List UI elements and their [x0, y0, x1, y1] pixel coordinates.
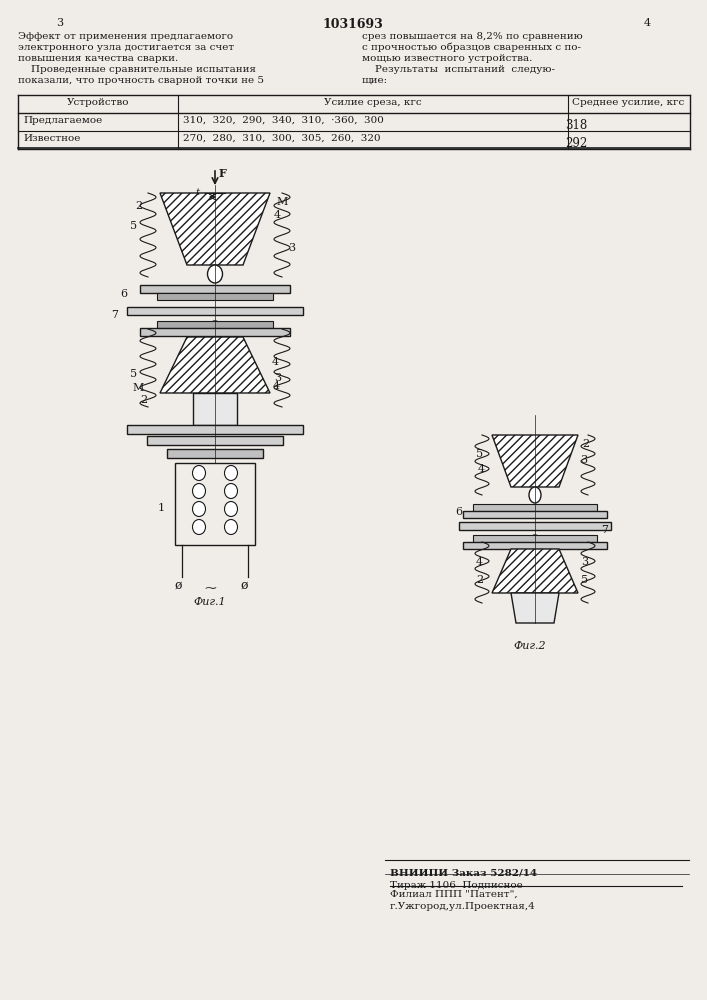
Text: t: t [195, 188, 199, 197]
Text: электронного узла достигается за счет: электронного узла достигается за счет [18, 43, 234, 52]
Text: 5: 5 [476, 449, 483, 459]
Text: 4: 4 [478, 464, 485, 474]
Text: Тираж 1106  Подписное: Тираж 1106 Подписное [390, 881, 522, 890]
Text: 5: 5 [130, 221, 137, 231]
Text: 3: 3 [274, 373, 281, 383]
Bar [140, 285, 290, 293]
Bar [175, 463, 255, 545]
Text: показали, что прочность сварной точки не 5: показали, что прочность сварной точки не… [18, 76, 264, 85]
Text: 4: 4 [643, 18, 650, 28]
Bar [127, 425, 303, 434]
Bar [157, 293, 273, 300]
Text: мощью известного устройства.: мощью известного устройства. [362, 54, 532, 63]
Text: 310,  320,  290,  340,  310,  ·360,  300: 310, 320, 290, 340, 310, ·360, 300 [183, 116, 384, 125]
Text: ø: ø [174, 579, 182, 592]
Text: 292: 292 [565, 137, 587, 150]
Bar [473, 535, 597, 542]
Text: 3: 3 [288, 243, 295, 253]
Text: Известное: Известное [23, 134, 81, 143]
Text: 2: 2 [135, 201, 142, 211]
Text: 4: 4 [274, 210, 281, 220]
Ellipse shape [192, 484, 206, 498]
Text: 270,  280,  310,  300,  305,  260,  320: 270, 280, 310, 300, 305, 260, 320 [183, 134, 380, 143]
Ellipse shape [192, 466, 206, 481]
Text: 3: 3 [580, 455, 587, 465]
Text: 2: 2 [582, 439, 589, 449]
Text: Эффект от применения предлагаемого: Эффект от применения предлагаемого [18, 32, 233, 41]
Text: M: M [132, 383, 144, 393]
Text: Результаты  испытаний  следую-: Результаты испытаний следую- [362, 65, 555, 74]
Polygon shape [492, 549, 578, 593]
Text: 4: 4 [476, 557, 483, 567]
Bar [463, 542, 607, 549]
Polygon shape [492, 435, 578, 487]
Bar [193, 393, 237, 425]
Text: 2: 2 [476, 575, 483, 585]
Text: 5: 5 [581, 575, 588, 585]
Bar [127, 307, 303, 315]
Bar [473, 504, 597, 511]
Ellipse shape [192, 520, 206, 534]
Polygon shape [160, 337, 270, 393]
Text: M: M [276, 197, 287, 207]
Ellipse shape [225, 484, 238, 498]
Bar [157, 321, 273, 328]
Text: Проведенные сравнительные испытания: Проведенные сравнительные испытания [18, 65, 256, 74]
Text: с прочностью образцов сваренных с по-: с прочностью образцов сваренных с по- [362, 43, 581, 52]
Bar [147, 436, 283, 445]
Text: ø: ø [240, 579, 247, 592]
Text: ~: ~ [203, 579, 217, 596]
Text: 6: 6 [120, 289, 127, 299]
Text: г.Ужгород,ул.Проектная,4: г.Ужгород,ул.Проектная,4 [390, 902, 536, 911]
Bar [140, 328, 290, 336]
Text: 5: 5 [130, 369, 137, 379]
Text: Усилие среза, кгс: Усилие среза, кгс [325, 98, 422, 107]
Text: срез повышается на 8,2% по сравнению: срез повышается на 8,2% по сравнению [362, 32, 583, 41]
Ellipse shape [207, 265, 223, 283]
Text: Фиг.2: Фиг.2 [513, 641, 546, 651]
Text: Предлагаемое: Предлагаемое [23, 116, 103, 125]
Bar [463, 511, 607, 518]
Bar [459, 522, 611, 530]
Text: 2: 2 [140, 395, 147, 405]
Ellipse shape [225, 502, 238, 516]
Text: 318: 318 [565, 119, 587, 132]
Text: 3: 3 [57, 18, 64, 28]
Text: Среднее усилие, кгс: Среднее усилие, кгс [572, 98, 684, 107]
Text: 7: 7 [601, 525, 608, 535]
Ellipse shape [225, 520, 238, 534]
Text: Филиал ППП "Патент",: Филиал ППП "Патент", [390, 890, 518, 899]
Text: повышения качества сварки.: повышения качества сварки. [18, 54, 178, 63]
Text: 6: 6 [455, 507, 462, 517]
Ellipse shape [529, 535, 541, 551]
Text: Устройство: Устройство [66, 98, 129, 107]
Bar [167, 449, 263, 458]
Text: 7: 7 [111, 310, 118, 320]
Polygon shape [160, 193, 270, 265]
Text: 3: 3 [581, 557, 588, 567]
Text: 1031693: 1031693 [322, 18, 383, 31]
Text: 4: 4 [273, 381, 280, 391]
Ellipse shape [225, 466, 238, 481]
Text: ВНИИПИ Заказ 5282/14: ВНИИПИ Заказ 5282/14 [390, 868, 537, 877]
Text: Фиг.1: Фиг.1 [193, 597, 226, 607]
Text: 4: 4 [272, 357, 279, 367]
Text: щие:: щие: [362, 76, 388, 85]
Ellipse shape [192, 502, 206, 516]
Polygon shape [511, 593, 559, 623]
Ellipse shape [529, 487, 541, 503]
Text: F: F [219, 168, 227, 179]
Ellipse shape [207, 321, 223, 339]
Text: 1: 1 [158, 503, 165, 513]
